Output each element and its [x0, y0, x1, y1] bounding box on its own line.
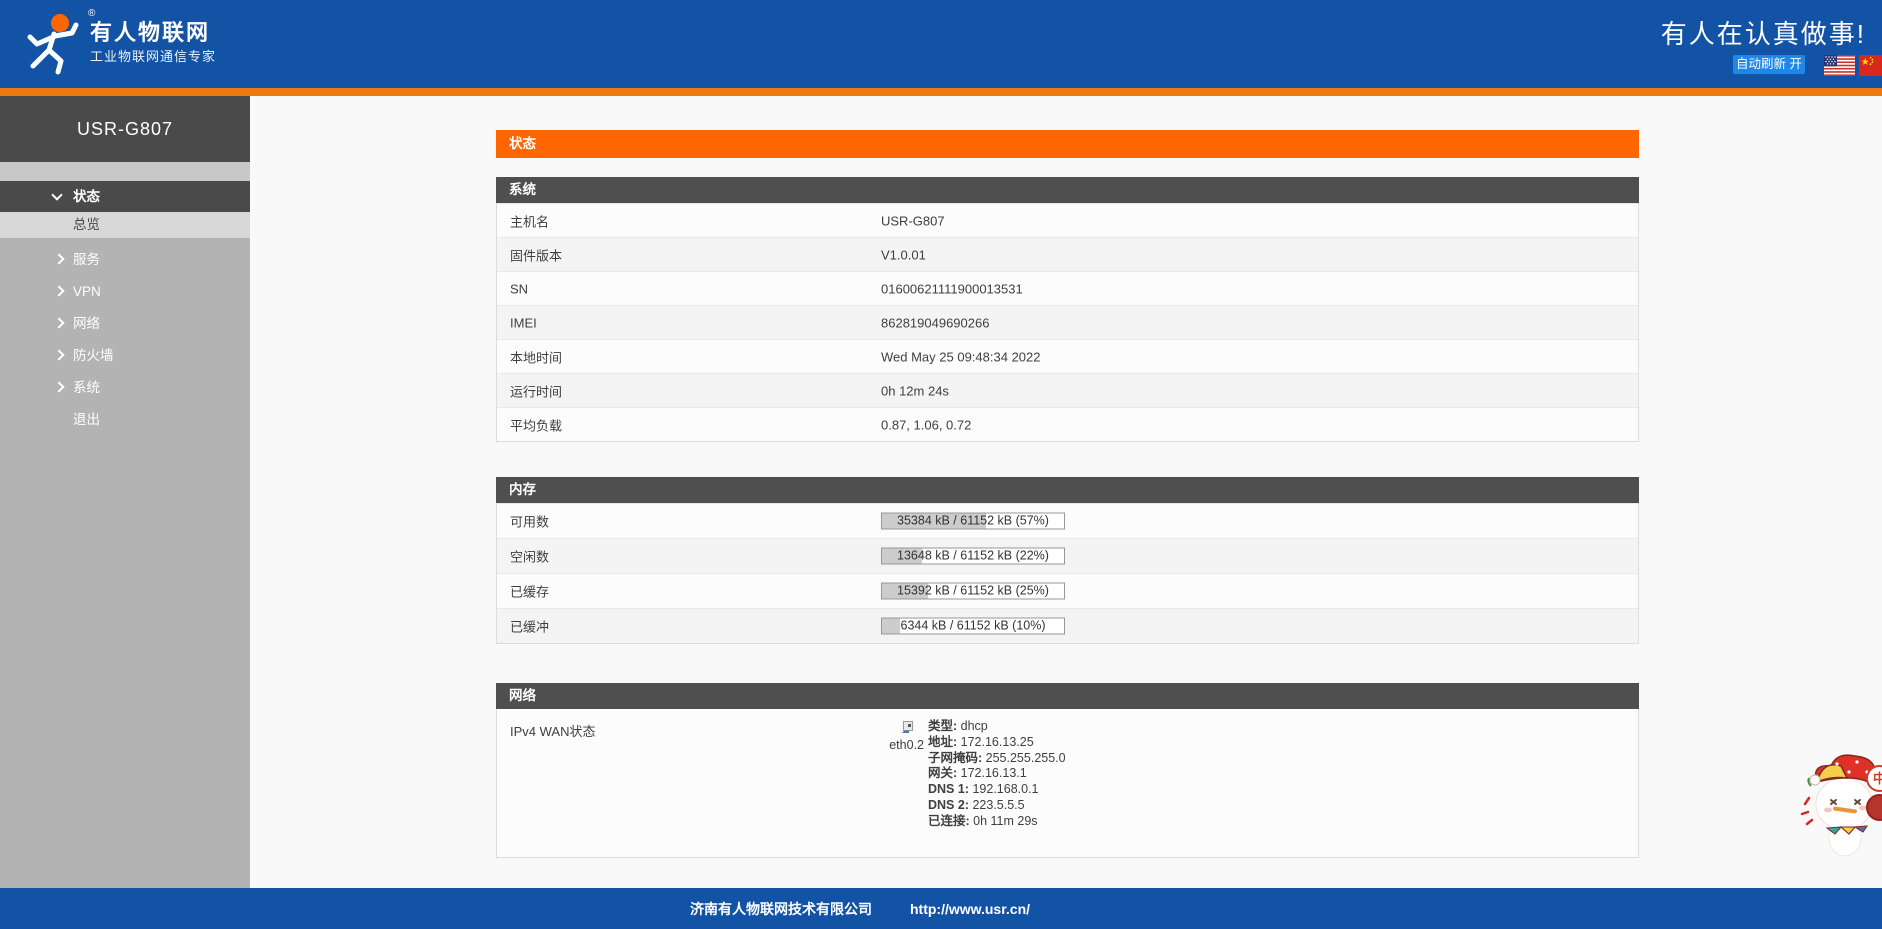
device-name: USR-G807 [0, 96, 250, 162]
page-title: 状态 [496, 130, 1639, 158]
brand-subtitle: 工业物联网通信专家 [90, 49, 217, 64]
english-flag-icon[interactable] [1824, 55, 1855, 76]
usr-logo-icon [25, 6, 81, 78]
memory-progressbar: 6344 kB / 61152 kB (10%) [881, 617, 1065, 635]
chevron-right-icon [53, 253, 65, 265]
ethernet-port-icon [901, 721, 914, 737]
footer: 济南有人物联网技术有限公司 http://www.usr.cn/ [0, 888, 1882, 929]
memory-progressbar: 35384 kB / 61152 kB (57%) [881, 512, 1065, 530]
memory-progressbar: 13648 kB / 61152 kB (22%) [881, 547, 1065, 565]
registered-mark: ® [88, 8, 96, 19]
table-row-localtime: 本地时间 Wed May 25 09:48:34 2022 [497, 339, 1638, 373]
system-table: 系统 主机名 USR-G807 固件版本 V1.0.01 SN 01600621… [496, 177, 1639, 442]
support-widget-button[interactable] [1866, 794, 1882, 821]
table-row-mem-cached: 已缓存 15392 kB / 61152 kB (25%) [497, 573, 1638, 608]
top-header: ® 有人物联网 工业物联网通信专家 有人在认真做事! 自动刷新 开 [0, 0, 1882, 88]
network-table: 网络 IPv4 WAN状态 eth0.2 [496, 683, 1639, 858]
content: 状态 系统 主机名 USR-G807 固件版本 V1.0.01 SN 01600… [496, 96, 1639, 858]
main-area: 状态 系统 主机名 USR-G807 固件版本 V1.0.01 SN 01600… [250, 96, 1882, 888]
table-row-mem-available: 可用数 35384 kB / 61152 kB (57%) [497, 503, 1638, 538]
system-table-title: 系统 [496, 177, 1639, 203]
language-widget-button[interactable]: 中 [1866, 765, 1882, 792]
wan-interface: eth0.2 [881, 719, 924, 830]
table-row-wan-status: IPv4 WAN状态 eth0.2 [497, 709, 1638, 857]
memory-table: 内存 可用数 35384 kB / 61152 kB (57%) 空闲数 136… [496, 477, 1639, 644]
table-row-sn: SN 01600621111900013531 [497, 271, 1638, 305]
sidebar-item-network[interactable]: 网络 [0, 308, 250, 340]
chevron-right-icon [53, 317, 65, 329]
sidebar-item-logout[interactable]: 退出 [73, 412, 100, 427]
sidebar-item-status[interactable]: 状态 [0, 181, 250, 212]
brand-title: 有人物联网 [90, 20, 211, 45]
footer-url-link[interactable]: http://www.usr.cn/ [909, 900, 1031, 917]
wan-status-value: eth0.2 类型: dhcp 地址: 172.16.13.25 子网掩码: 2… [881, 719, 1066, 830]
sidebar-item-vpn[interactable]: VPN [0, 276, 250, 308]
table-row-mem-free: 空闲数 13648 kB / 61152 kB (22%) [497, 538, 1638, 573]
table-row-uptime: 运行时间 0h 12m 24s [497, 373, 1638, 407]
table-row-hostname: 主机名 USR-G807 [497, 203, 1638, 237]
sidebar-item-overview[interactable]: 总览 [0, 212, 250, 238]
chevron-right-icon [53, 285, 65, 297]
sidebar-strip [0, 162, 250, 181]
wan-interface-name: eth0.2 [889, 738, 924, 752]
memory-progressbar: 15392 kB / 61152 kB (25%) [881, 582, 1065, 600]
table-row-imei: IMEI 862819049690266 [497, 305, 1638, 339]
chevron-right-icon [53, 381, 65, 393]
table-row-firmware: 固件版本 V1.0.01 [497, 237, 1638, 271]
wan-details: 类型: dhcp 地址: 172.16.13.25 子网掩码: 255.255.… [928, 719, 1066, 828]
chevron-right-icon [53, 349, 65, 361]
orange-divider [0, 88, 1882, 96]
chinese-flag-icon[interactable] [1859, 55, 1882, 76]
sidebar-item-firewall[interactable]: 防火墙 [0, 340, 250, 372]
memory-table-title: 内存 [496, 477, 1639, 503]
sidebar-item-services[interactable]: 服务 [0, 244, 250, 276]
slogan-text: 有人在认真做事! [1660, 19, 1866, 49]
table-row-mem-buffered: 已缓冲 6344 kB / 61152 kB (10%) [497, 608, 1638, 643]
network-table-title: 网络 [496, 683, 1639, 709]
footer-company: 济南有人物联网技术有限公司 [689, 900, 872, 917]
table-row-load: 平均负载 0.87, 1.06, 0.72 [497, 407, 1638, 441]
chevron-down-icon [51, 189, 63, 201]
mascot-sticker [1797, 742, 1882, 857]
auto-refresh-toggle[interactable]: 自动刷新 开 [1733, 55, 1805, 74]
sidebar-item-system[interactable]: 系统 [0, 372, 250, 404]
sidebar: USR-G807 状态 总览 服务 VPN 网络 防火墙 系统 [0, 96, 250, 888]
